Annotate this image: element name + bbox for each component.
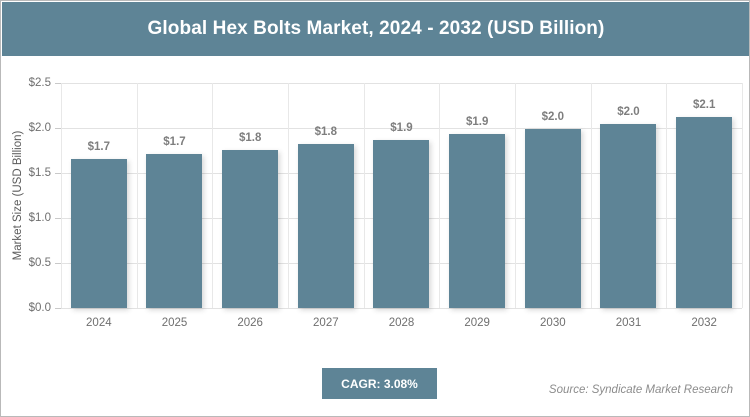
category-separator bbox=[288, 83, 289, 308]
bar-slot: $1.7 bbox=[137, 83, 213, 308]
y-axis-tick bbox=[55, 218, 61, 219]
x-axis-label: 2026 bbox=[237, 317, 263, 329]
y-axis-tick bbox=[55, 173, 61, 174]
bar[interactable] bbox=[373, 139, 430, 308]
y-axis-tick bbox=[55, 128, 61, 129]
cagr-badge-label: CAGR: 3.08% bbox=[341, 376, 418, 391]
bar-value-label: $2.0 bbox=[541, 110, 565, 123]
plot-area: $0.0 $0.5 $1.0 $1.5 $2.0 $2.5 $1.7 $1.7 $1.8 $1.… bbox=[29, 77, 743, 329]
bar-value-label: $1.9 bbox=[390, 121, 413, 134]
y-axis-tick-label: $0.0 bbox=[28, 302, 51, 314]
y-axis-tick-label: $2.0 bbox=[28, 122, 51, 134]
bar-slot: $1.8 bbox=[288, 83, 364, 308]
category-separator bbox=[364, 83, 365, 308]
bar[interactable] bbox=[524, 128, 581, 308]
cagr-badge: CAGR: 3.08% bbox=[322, 368, 437, 399]
bar-value-label: $1.7 bbox=[163, 136, 186, 149]
bar-value-label: $2.1 bbox=[692, 99, 716, 112]
y-axis-tick-label: $0.5 bbox=[28, 257, 51, 269]
source-attribution: Source: Syndicate Market Research bbox=[548, 384, 733, 396]
bar-slot: $1.9 bbox=[439, 83, 515, 308]
bar-slot: $2.1 bbox=[666, 83, 742, 308]
x-axis-label: 2024 bbox=[86, 317, 112, 329]
bar[interactable] bbox=[449, 134, 506, 308]
bar[interactable] bbox=[676, 117, 733, 308]
category-separator bbox=[61, 83, 62, 308]
y-axis-tick-label: $1.5 bbox=[28, 167, 51, 179]
bars-group: $1.7 $1.7 $1.8 $1.8 $1.9 $1.9 $2.0 $2.0 $2.1 bbox=[61, 83, 742, 308]
category-separator bbox=[742, 83, 743, 308]
x-axis-label: 2027 bbox=[313, 317, 339, 329]
bar-slot: $1.9 bbox=[364, 83, 440, 308]
gridline bbox=[61, 83, 742, 84]
bar[interactable] bbox=[297, 144, 354, 308]
x-axis-label: 2029 bbox=[464, 317, 490, 329]
bar-slot: $1.7 bbox=[61, 83, 137, 308]
bar-slot: $2.0 bbox=[515, 83, 591, 308]
y-axis-tick-label: $2.5 bbox=[28, 77, 51, 89]
bar[interactable] bbox=[70, 158, 127, 308]
category-separator bbox=[666, 83, 667, 308]
gridline bbox=[61, 128, 742, 129]
bar-value-label: $1.7 bbox=[87, 140, 111, 153]
category-separator bbox=[212, 83, 213, 308]
x-axis-label: 2028 bbox=[388, 317, 415, 329]
x-axis-label: 2031 bbox=[615, 317, 642, 329]
y-axis-tick bbox=[55, 83, 61, 84]
y-axis-tick bbox=[55, 308, 61, 309]
y-axis-title: Market Size (USD Billion) bbox=[12, 130, 24, 261]
chart-body: Market Size (USD Billion) $0.0 $0.5 $1.0 $1… bbox=[1, 56, 749, 346]
bar-slot: $2.0 bbox=[591, 83, 667, 308]
chart-header-band: Global Hex Bolts Market, 2024 - 2032 (US… bbox=[2, 2, 749, 56]
bar-value-label: $1.8 bbox=[314, 126, 338, 139]
y-axis-tick-label: $1.0 bbox=[28, 212, 51, 224]
x-axis-label: 2030 bbox=[540, 317, 566, 329]
category-separator bbox=[591, 83, 592, 308]
bar[interactable] bbox=[600, 123, 657, 308]
x-axis-label: 2025 bbox=[161, 317, 188, 329]
y-axis-tick bbox=[55, 263, 61, 264]
bar-value-label: $1.8 bbox=[238, 131, 262, 144]
gridline bbox=[61, 308, 742, 309]
category-separator bbox=[515, 83, 516, 308]
chart-title: Global Hex Bolts Market, 2024 - 2032 (US… bbox=[147, 18, 605, 39]
x-axis-label: 2032 bbox=[691, 317, 717, 329]
bar[interactable] bbox=[146, 154, 203, 308]
bar-value-label: $2.0 bbox=[617, 105, 640, 118]
bar-slot: $1.8 bbox=[212, 83, 288, 308]
bar-value-label: $1.9 bbox=[465, 116, 489, 129]
bar[interactable] bbox=[222, 149, 279, 308]
category-separator bbox=[439, 83, 440, 308]
category-separator bbox=[137, 83, 138, 308]
